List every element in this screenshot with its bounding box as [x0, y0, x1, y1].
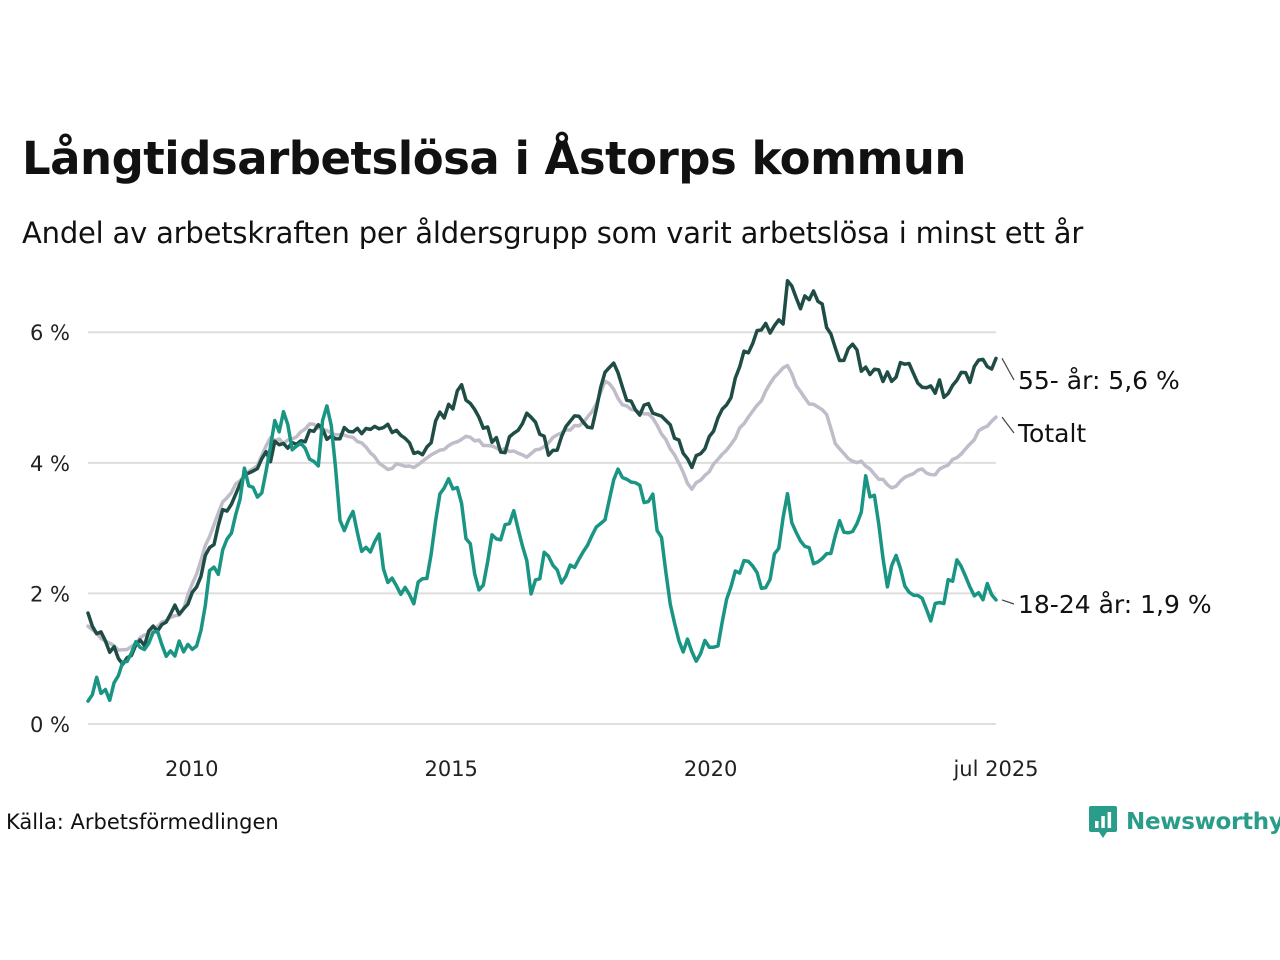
label-connector-s55	[1001, 358, 1015, 381]
y-tick-label: 2 %	[30, 582, 70, 606]
series-label-s55: 55- år: 5,6 %	[1018, 366, 1180, 395]
x-tick-label: 2020	[684, 757, 737, 781]
series-line-total	[86, 363, 998, 652]
label-connector-total	[1001, 416, 1015, 434]
source-note: Källa: Arbetsförmedlingen	[6, 810, 279, 834]
y-tick-label: 0 %	[30, 713, 70, 737]
grid-lines	[88, 331, 996, 725]
x-tick-label: jul 2025	[952, 757, 1038, 781]
series-label-s1824: 18-24 år: 1,9 %	[1018, 590, 1212, 619]
y-tick-label: 4 %	[30, 452, 70, 476]
x-tick-label: 2015	[424, 757, 477, 781]
y-axis: 0 % 2 % 4 % 6 %	[30, 321, 70, 737]
brand-logo: Newsworthy	[1088, 804, 1280, 840]
series-label-total: Totalt	[1017, 419, 1086, 448]
y-tick-label: 6 %	[30, 321, 70, 345]
chart-subtitle: Andel av arbetskraften per åldersgrupp s…	[22, 216, 1084, 250]
x-tick-label: 2010	[165, 757, 218, 781]
series-line-s1824	[86, 404, 998, 703]
label-connector-s1824	[1001, 599, 1015, 605]
x-axis: 2010 2015 2020 jul 2025	[165, 757, 1039, 781]
series-line-s55	[86, 279, 998, 666]
chart-title: Långtidsarbetslösa i Åstorps kommun	[22, 132, 966, 185]
brand-name: Newsworthy	[1126, 809, 1280, 835]
newsworthy-logo-icon	[1089, 806, 1117, 838]
series-lines	[86, 279, 998, 703]
series-end-labels: Totalt 55- år: 5,6 % 18-24 år: 1,9 %	[1001, 358, 1212, 619]
